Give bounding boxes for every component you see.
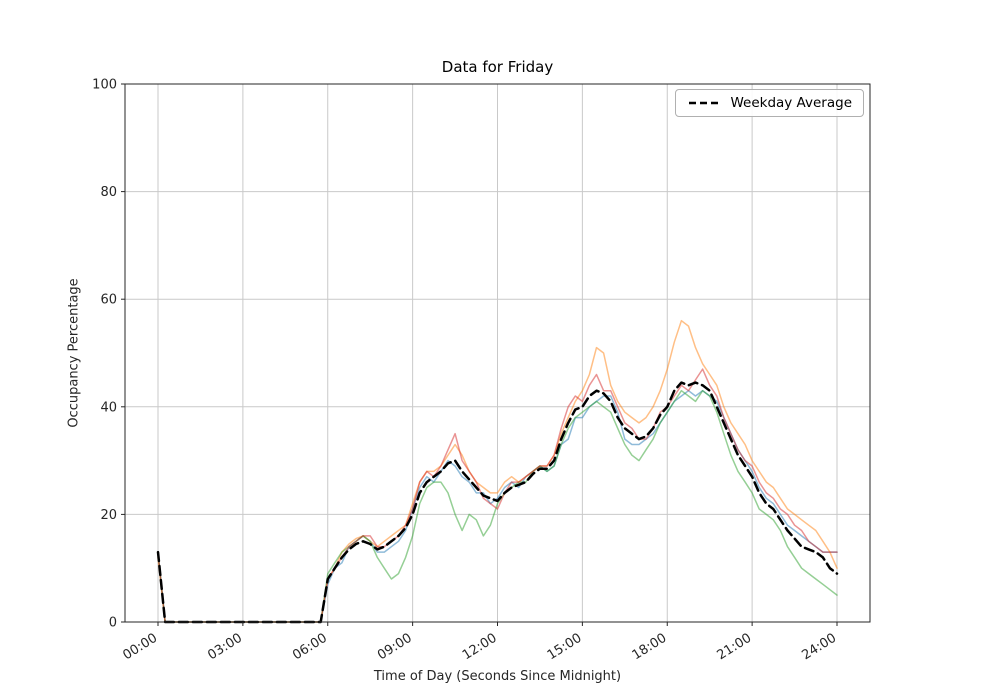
dashed-line-icon	[689, 101, 720, 105]
x-tick-label: 24:00	[799, 631, 839, 664]
y-axis-label: Occupancy Percentage	[66, 278, 82, 428]
x-axis-label: Time of Day (Seconds Since Midnight)	[373, 669, 622, 684]
x-tick-label: 21:00	[715, 631, 755, 664]
x-tick-label: 09:00	[375, 631, 415, 664]
grid-lines	[125, 83, 870, 623]
x-tick-label: 06:00	[290, 631, 330, 664]
y-tick-label: 100	[92, 78, 117, 93]
x-tick-label: 12:00	[460, 631, 500, 664]
x-tick-label: 18:00	[630, 631, 670, 664]
y-tick-label: 20	[100, 508, 117, 523]
chart-title: Data for Friday	[441, 58, 554, 76]
legend: Weekday Average	[675, 89, 864, 117]
y-tick-label: 60	[100, 293, 117, 308]
y-tick-label: 40	[100, 400, 117, 415]
tick-labels: 00:00 03:00 06:00 09:00 12:00 15:00 18:00 21:00…	[92, 78, 839, 664]
x-tick-label: 15:00	[545, 631, 585, 664]
y-tick-label: 0	[109, 616, 117, 631]
x-tick-label: 00:00	[120, 631, 160, 664]
legend-label: Weekday Average	[730, 95, 852, 111]
x-tick-label: 03:00	[205, 631, 245, 664]
y-tick-label: 80	[100, 185, 117, 200]
